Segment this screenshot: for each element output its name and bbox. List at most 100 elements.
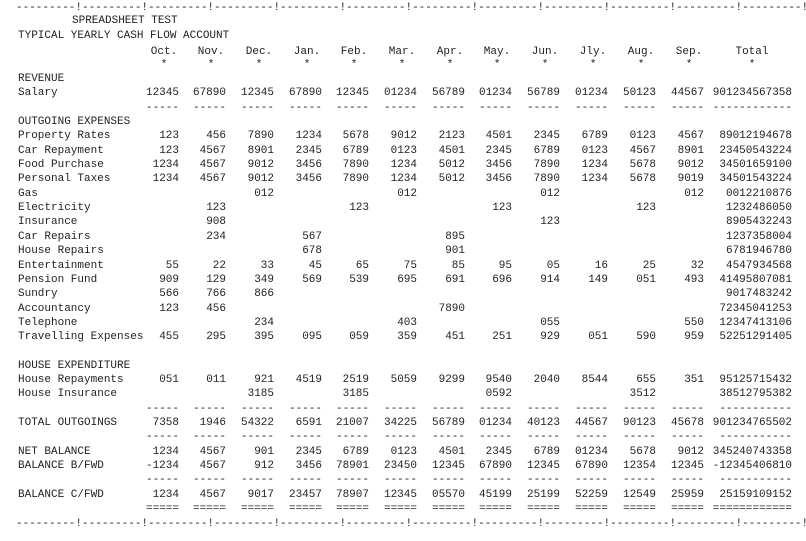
table-cell: 123	[159, 145, 179, 157]
table-cell: 5678	[629, 173, 656, 185]
rule-line: -----	[145, 474, 179, 486]
table-cell: 3456	[295, 460, 322, 472]
rule-line: -----	[145, 431, 179, 443]
table-cell: 7890	[533, 159, 560, 171]
rule-line: -----	[574, 431, 608, 443]
table-cell: 4519	[295, 374, 322, 386]
table-cell: 2345	[295, 446, 322, 458]
column-marker: *	[350, 59, 358, 71]
table-cell: 123	[540, 216, 560, 228]
table-cell: 12345	[670, 460, 704, 472]
table-cell: 56789	[526, 87, 560, 99]
column-header: Total	[735, 46, 769, 58]
table-cell: 055	[540, 317, 560, 329]
table-cell: -12345406810	[712, 460, 792, 472]
table-cell: 929	[540, 331, 560, 343]
table-cell: 01234	[383, 87, 417, 99]
table-cell: 6591	[295, 417, 322, 429]
table-cell: 590	[636, 331, 656, 343]
column-header: Oct.	[150, 46, 178, 58]
table-cell: 21007	[335, 417, 369, 429]
table-cell: 32	[690, 260, 704, 272]
table-cell: 3185	[247, 388, 274, 400]
table-cell: 67890	[192, 87, 226, 99]
table-cell: 4567	[199, 145, 226, 157]
table-cell: 05	[546, 260, 560, 272]
table-cell: 90123	[622, 417, 656, 429]
table-cell: 34225	[383, 417, 417, 429]
table-cell: 12347413106	[719, 317, 792, 329]
table-cell: 7890	[533, 173, 560, 185]
table-cell: 901	[445, 245, 465, 257]
table-cell: 012	[254, 188, 274, 200]
table-cell: 051	[159, 374, 179, 386]
column-header: Sep.	[675, 46, 703, 58]
column-marker: *	[589, 59, 597, 71]
table-cell: 2519	[342, 374, 369, 386]
rule-line: -----	[574, 403, 608, 415]
table-cell: 45678	[670, 417, 704, 429]
table-cell: 123	[636, 202, 656, 214]
column-marker: *	[685, 59, 693, 71]
table-cell: 54322	[240, 417, 274, 429]
rule-line: -----	[383, 474, 417, 486]
rule-line: -----	[288, 403, 322, 415]
table-cell: 55	[165, 260, 179, 272]
table-cell: 123	[159, 303, 179, 315]
row-label: Travelling Expenses	[18, 331, 144, 343]
rule-line: -----	[526, 403, 560, 415]
table-cell: 7890	[342, 159, 369, 171]
table-cell: 9019	[677, 173, 704, 185]
table-cell: 3456	[485, 173, 512, 185]
table-cell: 696	[492, 274, 512, 286]
table-cell: 123	[206, 202, 226, 214]
table-cell: 866	[254, 288, 274, 300]
row-label: Telephone	[18, 317, 78, 329]
table-cell: 123	[159, 130, 179, 142]
table-cell: 5059	[390, 374, 417, 386]
rule-line: -----	[383, 102, 417, 114]
table-cell: 25159109152	[719, 489, 792, 501]
table-cell: 12345	[526, 460, 560, 472]
rule-line: -----	[288, 102, 322, 114]
table-cell: 456	[206, 130, 226, 142]
rule-line: -----	[670, 431, 704, 443]
table-cell: 9012	[390, 130, 417, 142]
rule-line: -----	[192, 431, 226, 443]
table-cell: 1946	[199, 417, 226, 429]
column-header: Apr.	[436, 46, 464, 58]
rule-line: -----	[622, 102, 656, 114]
row-label: Accountancy	[18, 303, 91, 315]
table-cell: 89012194678	[719, 130, 792, 142]
table-cell: 23450543224	[719, 145, 792, 157]
table-cell: 9017	[247, 489, 274, 501]
rule-line: -----	[431, 474, 465, 486]
page-subtitle: TYPICAL YEARLY CASH FLOW ACCOUNT	[18, 30, 230, 42]
section-heading: REVENUE	[18, 73, 65, 85]
table-cell: 05570	[431, 489, 465, 501]
table-cell: 691	[445, 274, 465, 286]
table-cell: 455	[159, 331, 179, 343]
row-label: Gas	[18, 188, 38, 200]
table-cell: 012	[540, 188, 560, 200]
table-cell: 41495807081	[719, 274, 792, 286]
table-cell: 6789	[533, 446, 560, 458]
column-header: Nov.	[197, 46, 225, 58]
table-cell: 67890	[478, 460, 512, 472]
table-cell: 4567	[677, 130, 704, 142]
table-cell: 3456	[485, 159, 512, 171]
table-cell: 6789	[533, 145, 560, 157]
rule-line: -----	[145, 403, 179, 415]
row-label: BALANCE C/FWD	[18, 489, 104, 501]
table-cell: 7890	[438, 303, 465, 315]
table-cell: 12345	[431, 460, 465, 472]
column-header: Dec.	[245, 46, 273, 58]
rule-line: -----	[335, 102, 369, 114]
table-cell: 051	[588, 331, 608, 343]
rule-line: =====	[622, 503, 656, 515]
table-cell: 349	[254, 274, 274, 286]
table-cell: 0123	[390, 446, 417, 458]
table-cell: 01234	[478, 417, 512, 429]
rule-line: =====	[526, 503, 560, 515]
section-heading: HOUSE EXPENDITURE	[18, 360, 131, 372]
